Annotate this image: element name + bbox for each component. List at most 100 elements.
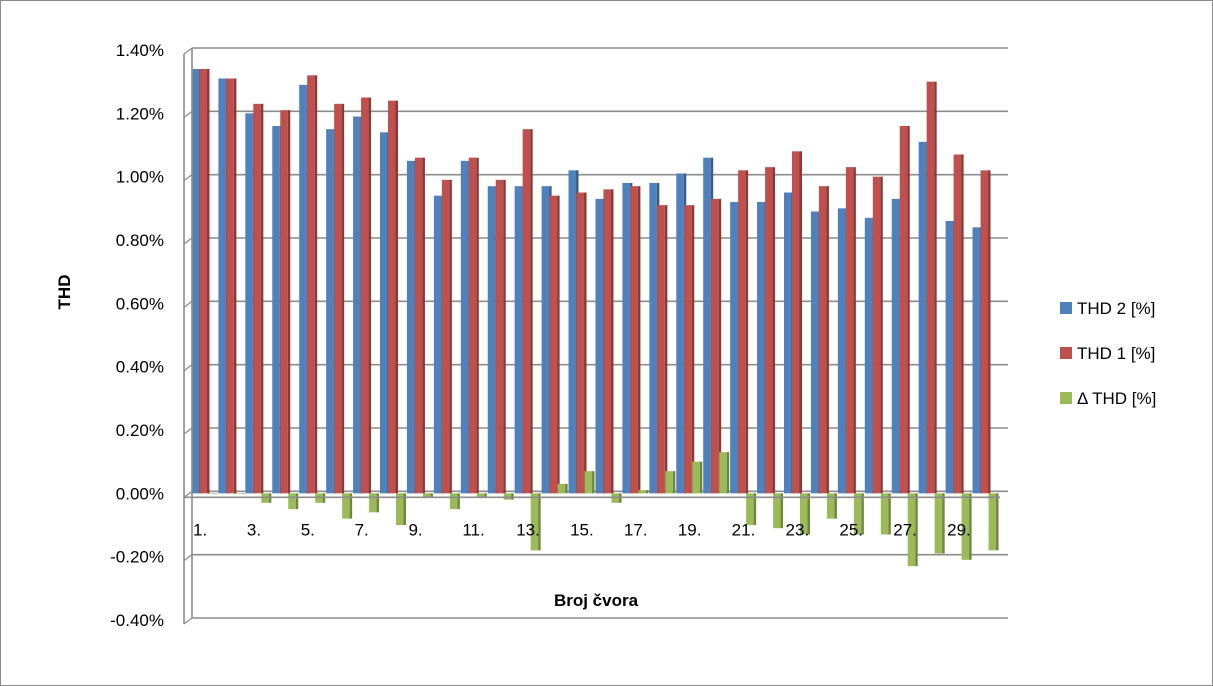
bar-side <box>511 493 514 500</box>
legend-swatch <box>1060 302 1072 314</box>
bar-face <box>476 493 485 497</box>
bar-face <box>953 154 962 494</box>
bar-face <box>899 126 908 494</box>
bar-side <box>645 490 649 494</box>
bar-face <box>468 157 477 494</box>
legend-item: Δ THD [%] <box>1060 389 1156 408</box>
bar-side <box>996 493 999 551</box>
bar-side <box>260 103 264 494</box>
bar-face <box>361 97 369 494</box>
bar-face <box>746 493 754 525</box>
bar-face <box>288 493 296 510</box>
bar-face <box>961 493 970 560</box>
bar <box>207 493 218 494</box>
bar <box>853 493 864 535</box>
x-tick-label: 27. <box>893 520 917 539</box>
bar <box>665 471 676 494</box>
x-tick-label: 7. <box>355 520 369 539</box>
x-tick-label: 11. <box>462 520 484 539</box>
bar <box>826 493 837 519</box>
bar-face <box>396 493 404 525</box>
bar-face <box>703 157 711 494</box>
bar-side <box>942 493 945 554</box>
bar-side <box>691 205 695 494</box>
bar-face <box>218 78 226 494</box>
bar <box>818 186 829 494</box>
bar <box>468 157 479 494</box>
bar <box>845 167 856 494</box>
bar-side <box>961 154 964 494</box>
bar-face <box>880 493 889 535</box>
bar-face <box>864 217 873 494</box>
gridline-tick <box>183 47 193 55</box>
bar <box>711 198 722 494</box>
bar <box>961 493 972 560</box>
bar <box>342 493 353 519</box>
bar-face <box>487 186 496 494</box>
bar-side <box>753 493 757 525</box>
bar-face <box>557 483 566 494</box>
bar-side <box>349 493 353 519</box>
bar-side <box>934 81 937 494</box>
legend: THD 2 [%] THD 1 [%] Δ THD [%] <box>1060 299 1156 408</box>
bar-face <box>765 167 773 494</box>
legend-swatch <box>1060 392 1072 404</box>
gridline-tick <box>183 364 193 372</box>
bar-face <box>773 493 781 529</box>
y-tick-label: 0.80% <box>116 231 164 250</box>
bar-face <box>800 493 808 535</box>
bar-face <box>541 186 550 494</box>
bar <box>396 493 406 525</box>
bar <box>988 493 999 551</box>
legend-item: THD 1 [%] <box>1060 344 1155 363</box>
bar <box>657 205 668 494</box>
bar <box>388 100 398 494</box>
x-tick-label: 21. <box>732 520 756 539</box>
bar-face <box>584 471 593 494</box>
x-tick-label: 9. <box>408 520 422 539</box>
bar-side <box>799 151 802 494</box>
y-tick-labels: 1.40% 1.20% 1.00% 0.80% 0.60% 0.40% 0.20% 0.00%… <box>110 41 164 630</box>
bar-face <box>530 493 539 551</box>
bar <box>872 176 883 494</box>
bar-side <box>834 493 837 519</box>
bar <box>441 179 452 494</box>
bar-face <box>280 110 288 494</box>
bar-face <box>853 493 862 535</box>
bar-side <box>888 493 891 535</box>
bar-face <box>595 198 603 494</box>
bar-face <box>514 186 523 494</box>
y-axis-title: THD <box>55 275 74 310</box>
bar-side <box>988 170 991 494</box>
bar-face <box>334 103 342 494</box>
bar-face <box>738 170 746 494</box>
bar <box>926 81 937 494</box>
bar-side <box>538 493 541 551</box>
bar-side <box>807 493 810 535</box>
bar-face <box>549 195 558 494</box>
bar-side <box>287 110 291 494</box>
bar-face <box>622 183 630 494</box>
bar <box>880 493 891 535</box>
x-axis-title: Broj čvora <box>554 591 639 610</box>
bar-face <box>433 195 442 494</box>
bar-side <box>214 493 218 494</box>
bar-face <box>353 116 361 494</box>
bar <box>530 493 541 551</box>
bar-side <box>395 100 398 494</box>
bar <box>522 129 533 494</box>
bar-face <box>657 205 665 494</box>
x-tick-label: 1. <box>193 520 207 539</box>
bar-side <box>430 493 433 497</box>
x-tick-labels: 1. 3. 5. 7. 9. 11. 13. 15. 17. 19. 21. 23. 25. 27. 29. <box>193 520 971 539</box>
bar-face <box>495 179 504 494</box>
bar <box>630 186 641 494</box>
bar-face <box>380 132 388 494</box>
bar-face <box>272 126 280 494</box>
gridline-tick <box>183 617 193 625</box>
bar <box>495 179 506 494</box>
bar-side <box>610 189 614 494</box>
bar-face <box>837 208 846 494</box>
bar-face <box>719 452 727 494</box>
